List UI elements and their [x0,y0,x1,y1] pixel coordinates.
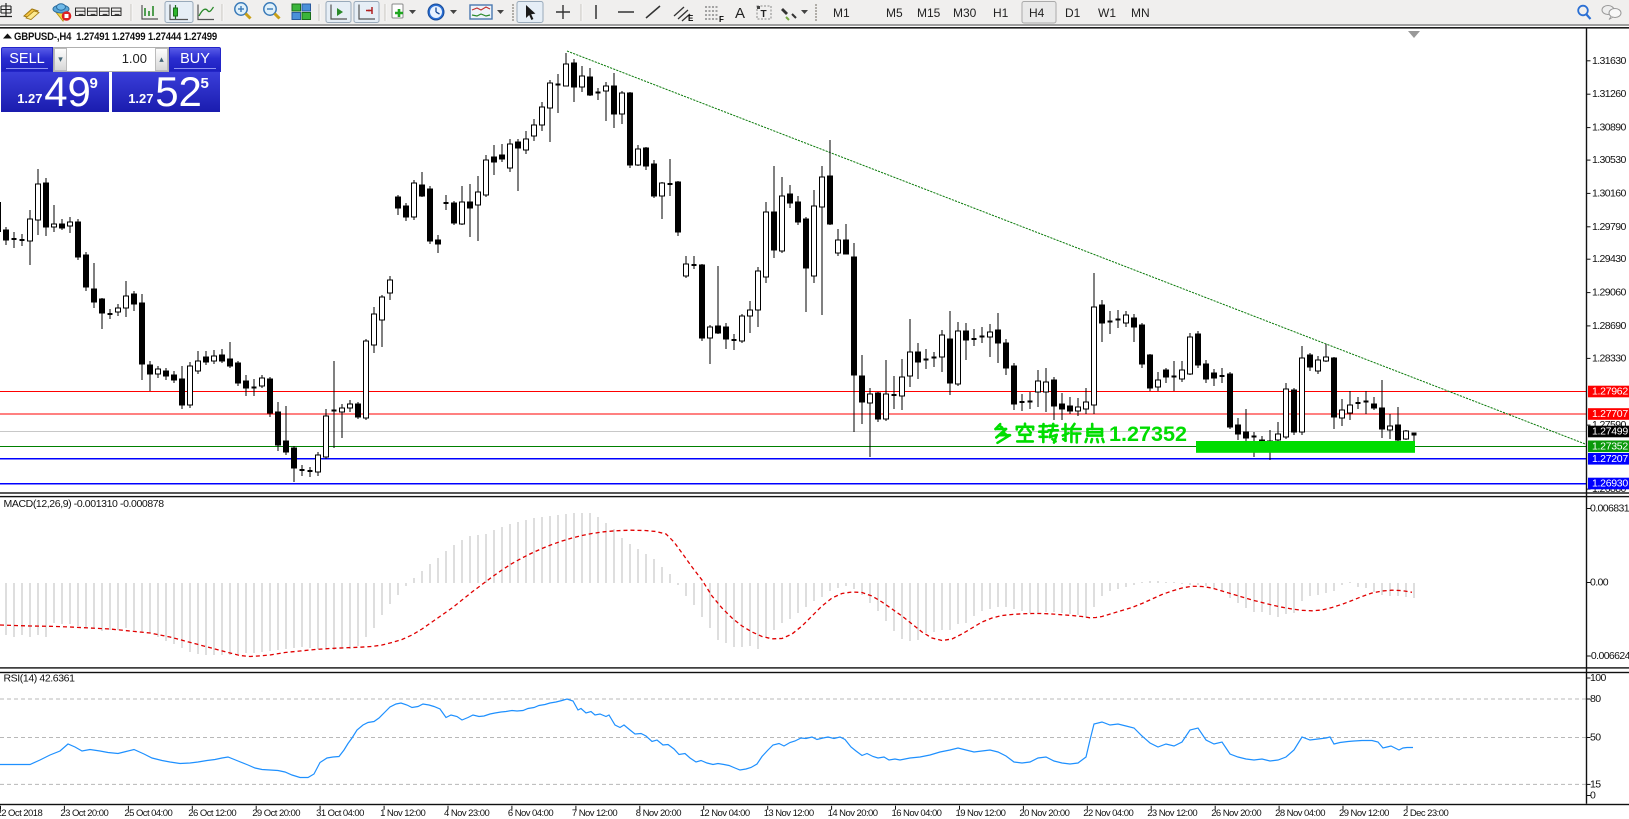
svg-text:22 Oct 2018: 22 Oct 2018 [0,808,42,819]
svg-text:22 Nov 04:00: 22 Nov 04:00 [1083,808,1133,819]
svg-text:12 Nov 04:00: 12 Nov 04:00 [700,808,750,819]
svg-text:1 Nov 12:00: 1 Nov 12:00 [380,808,425,819]
svg-text:14 Nov 20:00: 14 Nov 20:00 [828,808,878,819]
svg-text:1.30530: 1.30530 [1592,154,1627,166]
svg-text:1.31630: 1.31630 [1592,55,1627,67]
svg-text:13 Nov 12:00: 13 Nov 12:00 [764,808,814,819]
svg-text:M30: M30 [953,6,977,20]
svg-text:MN: MN [1131,6,1150,20]
svg-text:0.00: 0.00 [1590,577,1609,589]
svg-text:4 Nov 23:00: 4 Nov 23:00 [444,808,489,819]
svg-text:1.27962: 1.27962 [1592,386,1628,398]
svg-text:1.27707: 1.27707 [1592,408,1628,420]
svg-text:GBPUSD-,H4 1.27491 1.27499 1.: GBPUSD-,H4 1.27491 1.27499 1.27444 1.274… [14,31,217,43]
svg-text:1.30160: 1.30160 [1592,187,1627,199]
svg-text:1.29060: 1.29060 [1592,287,1627,299]
svg-text:H1: H1 [993,6,1009,20]
svg-text:25 Oct 04:00: 25 Oct 04:00 [124,808,172,819]
svg-text:A: A [735,5,745,22]
svg-text:D1: D1 [1065,6,1081,20]
svg-text:1.27207: 1.27207 [1592,453,1628,465]
svg-text:RSI(14) 42.6361: RSI(14) 42.6361 [4,673,76,685]
svg-text:1.28690: 1.28690 [1592,320,1627,332]
svg-text:1.29430: 1.29430 [1592,253,1627,265]
svg-text:M15: M15 [917,6,941,20]
svg-text:0.006831: 0.006831 [1590,503,1629,515]
svg-text:F: F [719,15,724,24]
svg-text:50: 50 [1590,732,1601,744]
svg-text:W1: W1 [1098,6,1116,20]
svg-text:29 Nov 12:00: 29 Nov 12:00 [1339,808,1389,819]
svg-text:-0.006624: -0.006624 [1588,650,1629,662]
svg-text:29 Oct 20:00: 29 Oct 20:00 [252,808,300,819]
svg-text:M5: M5 [886,6,903,20]
svg-text:31 Oct 04:00: 31 Oct 04:00 [316,808,364,819]
svg-text:23 Nov 12:00: 23 Nov 12:00 [1147,808,1197,819]
svg-text:28 Nov 04:00: 28 Nov 04:00 [1275,808,1325,819]
svg-text:0: 0 [1590,790,1596,802]
svg-text:16 Nov 04:00: 16 Nov 04:00 [892,808,942,819]
svg-text:8 Nov 20:00: 8 Nov 20:00 [636,808,681,819]
svg-text:MACD(12,26,9) -0.001310 -0.000: MACD(12,26,9) -0.001310 -0.000878 [4,498,165,510]
svg-text:20 Nov 20:00: 20 Nov 20:00 [1019,808,1069,819]
svg-text:7 Nov 12:00: 7 Nov 12:00 [572,808,617,819]
svg-text:26 Nov 20:00: 26 Nov 20:00 [1211,808,1261,819]
svg-text:1.29790: 1.29790 [1592,221,1627,233]
svg-text:2 Dec 23:00: 2 Dec 23:00 [1403,808,1448,819]
svg-text:T: T [761,9,767,20]
svg-text:M1: M1 [833,6,850,20]
svg-text:1.27352: 1.27352 [1592,440,1628,452]
svg-text:6 Nov 04:00: 6 Nov 04:00 [508,808,553,819]
svg-text:1.27499: 1.27499 [1592,426,1628,438]
svg-text:E: E [688,14,694,23]
svg-text:26 Oct 12:00: 26 Oct 12:00 [188,808,236,819]
svg-text:1.31260: 1.31260 [1592,88,1627,100]
svg-text:H4: H4 [1029,6,1045,20]
svg-text:15: 15 [1590,778,1601,790]
svg-text:80: 80 [1590,693,1601,705]
svg-text:1.27352: 1.27352 [1109,423,1187,446]
svg-text:100: 100 [1590,672,1606,684]
svg-text:19 Nov 12:00: 19 Nov 12:00 [956,808,1006,819]
svg-text:1.26930: 1.26930 [1592,478,1628,490]
svg-text:23 Oct 20:00: 23 Oct 20:00 [60,808,108,819]
svg-text:1.28330: 1.28330 [1592,352,1627,364]
svg-text:1.30890: 1.30890 [1592,122,1627,134]
